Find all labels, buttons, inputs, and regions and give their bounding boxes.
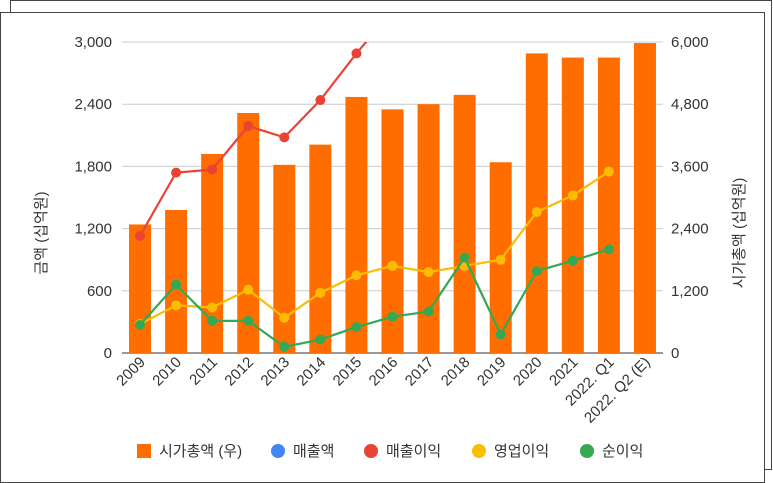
x-tick-label: 2018 — [438, 354, 474, 390]
bar — [597, 57, 620, 354]
bar-series — [129, 43, 656, 354]
data-point — [243, 284, 254, 295]
data-point — [171, 279, 182, 290]
left-tick-label: 1,200 — [74, 221, 112, 238]
data-point — [495, 329, 506, 340]
data-point — [207, 315, 218, 326]
data-point — [531, 266, 542, 277]
data-point — [315, 334, 326, 345]
right-tick-label: 0 — [671, 345, 679, 362]
left-tick-label: 600 — [87, 283, 112, 300]
data-point — [171, 167, 182, 178]
right-axis-ticks: 0 1,200 2,400 3,600 4,800 6,000 — [671, 34, 709, 362]
data-point — [207, 302, 218, 313]
legend-label: 매출액 — [293, 443, 334, 460]
left-tick-label: 1,800 — [74, 158, 112, 175]
bar — [633, 43, 656, 353]
data-point — [603, 166, 614, 177]
x-tick-label: 2019 — [474, 354, 510, 390]
bar — [525, 53, 548, 354]
legend-item: 시가총액 (우) — [137, 443, 242, 460]
legend-item: 순이익 — [580, 443, 643, 460]
data-point — [315, 287, 326, 298]
x-tick-label: 2015 — [330, 354, 366, 390]
series-line — [139, 248, 610, 348]
bar — [309, 144, 332, 353]
right-tick-label: 2,400 — [671, 221, 709, 238]
data-point — [135, 230, 146, 241]
bar — [201, 153, 224, 353]
data-point — [603, 244, 614, 255]
data-point — [279, 132, 290, 143]
data-point — [423, 306, 434, 317]
left-tick-label: 0 — [104, 345, 112, 362]
data-point — [243, 315, 254, 326]
right-axis-title: 시가총액 (십억원) — [731, 178, 748, 289]
series-line — [139, 42, 368, 237]
legend-item: 매출이익 — [364, 443, 441, 460]
right-tick-label: 6,000 — [671, 34, 709, 51]
data-point — [351, 270, 362, 281]
data-point — [495, 254, 506, 265]
data-point — [387, 311, 398, 322]
data-point — [243, 120, 254, 131]
data-point — [207, 164, 218, 175]
legend-swatch — [137, 444, 151, 458]
left-axis-ticks: 0 600 1,200 1,800 2,400 3,000 — [74, 34, 112, 362]
legend-label: 매출이익 — [386, 443, 441, 460]
bar — [381, 109, 404, 353]
x-tick-label: 2016 — [366, 354, 402, 390]
data-point — [423, 267, 434, 278]
bar — [417, 104, 440, 353]
data-point — [387, 260, 398, 271]
x-tick-label: 2011 — [186, 354, 221, 389]
legend-swatch — [364, 444, 378, 458]
data-point — [351, 322, 362, 333]
x-tick-label: 2009 — [113, 354, 149, 390]
data-point — [135, 320, 146, 331]
left-tick-label: 3,000 — [74, 34, 112, 51]
bar — [345, 96, 368, 354]
data-point — [351, 48, 362, 59]
data-point — [315, 95, 326, 106]
x-axis-ticks: 2009 2010 2011 2012 2013 2014 2015 2016 2017 2018… — [113, 354, 654, 427]
bar — [453, 94, 476, 354]
bar — [129, 224, 152, 353]
data-point — [567, 255, 578, 266]
x-tick-label: 2010 — [149, 354, 185, 390]
data-point — [459, 252, 470, 263]
legend: 시가총액 (우) 매출액 매출이익 영업이익 순이익 — [137, 443, 643, 460]
right-tick-label: 4,800 — [671, 96, 709, 113]
x-tick-label: 2020 — [510, 354, 546, 390]
bar — [561, 57, 584, 354]
right-tick-label: 3,600 — [671, 158, 709, 175]
right-tick-label: 1,200 — [671, 283, 709, 300]
legend-swatch — [271, 444, 285, 458]
x-tick-label: 2017 — [402, 354, 438, 390]
left-tick-label: 2,400 — [74, 96, 112, 113]
series-line — [139, 170, 610, 325]
data-point — [388, 6, 398, 16]
data-point — [279, 341, 290, 352]
legend-label: 시가총액 (우) — [159, 443, 242, 460]
bar — [273, 164, 296, 353]
legend-label: 순이익 — [602, 443, 643, 460]
x-tick-label: 2013 — [258, 354, 294, 390]
x-tick-label: 2012 — [221, 354, 257, 390]
legend-item: 영업이익 — [472, 443, 549, 460]
legend-label: 영업이익 — [494, 443, 549, 460]
line-series — [135, 6, 614, 352]
legend-swatch — [580, 444, 594, 458]
data-point — [279, 312, 290, 323]
x-tick-label: 2014 — [294, 354, 330, 390]
data-point — [531, 207, 542, 218]
line-group — [135, 6, 614, 352]
legend-swatch — [472, 444, 486, 458]
data-point — [171, 300, 182, 311]
left-axis-title: 금액 (십억원) — [33, 191, 50, 274]
data-point — [567, 190, 578, 201]
legend-item: 매출액 — [271, 443, 334, 460]
